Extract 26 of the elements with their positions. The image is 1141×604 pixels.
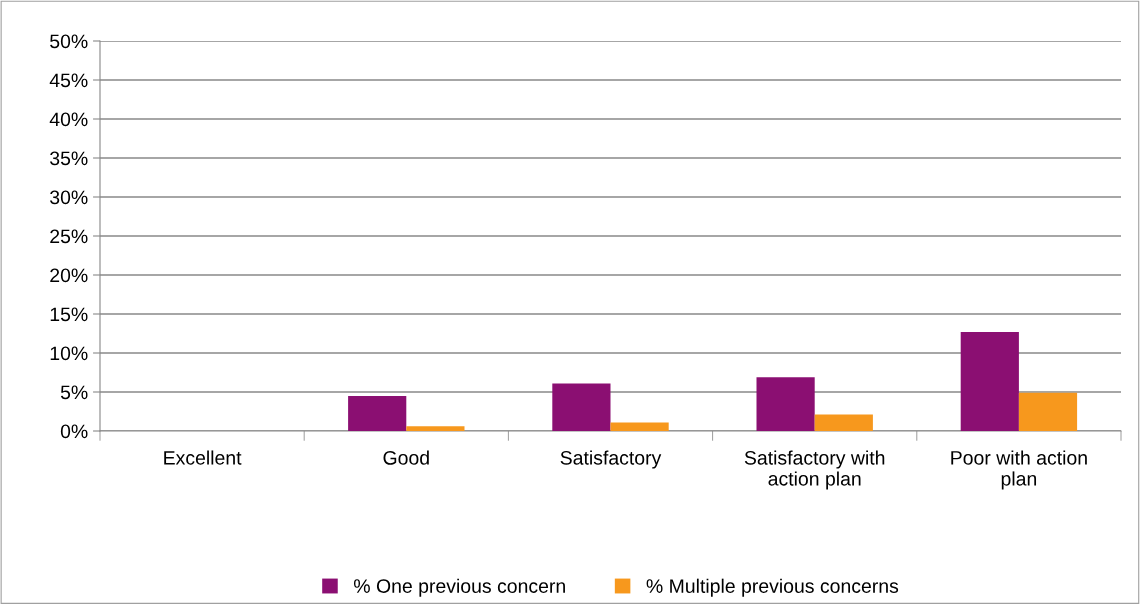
- y-tick-label: 5%: [60, 385, 88, 400]
- bar: [814, 414, 873, 431]
- y-tick-label: 0%: [60, 424, 88, 439]
- bar: [406, 426, 465, 431]
- y-tick-label: 10%: [50, 346, 88, 361]
- legend-label: % One previous concern: [353, 578, 565, 597]
- x-tick-label: Satisfactory with action plan: [744, 450, 885, 490]
- y-tick-label: 30%: [50, 190, 88, 205]
- y-tick-label: 15%: [50, 307, 88, 322]
- y-tick-label: 25%: [50, 229, 88, 244]
- bar: [348, 395, 407, 431]
- y-tick-label: 40%: [49, 112, 88, 127]
- bar: [960, 331, 1019, 431]
- x-tick-label: Good: [383, 450, 429, 465]
- y-tick-label: 45%: [49, 73, 88, 88]
- y-tick-label: 20%: [50, 268, 88, 283]
- x-tick-label: Excellent: [164, 450, 242, 465]
- bar: [610, 422, 669, 431]
- x-tick-label: Poor with action plan: [951, 450, 1087, 490]
- y-tick-label: 50%: [50, 34, 88, 49]
- bar: [1018, 392, 1078, 431]
- bar: [552, 383, 611, 431]
- y-tick-label: 35%: [50, 151, 88, 166]
- bar: [756, 377, 815, 431]
- x-tick-label: Satisfactory: [560, 450, 662, 469]
- legend-label: % Multiple previous concerns: [646, 578, 899, 597]
